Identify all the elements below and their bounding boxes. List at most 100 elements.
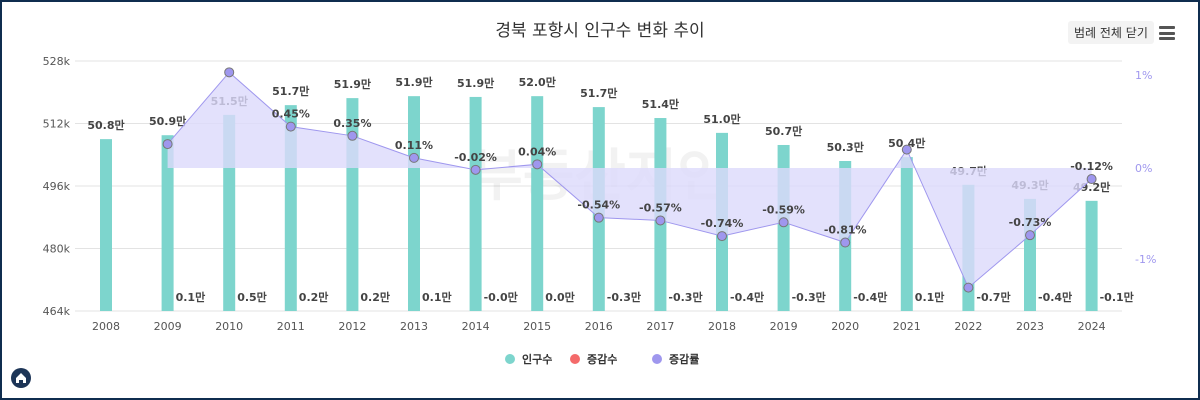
rate-point xyxy=(532,159,543,170)
rate-point xyxy=(655,215,666,226)
right-axis-tick: -1% xyxy=(1135,253,1156,266)
change-label: 0.5만 xyxy=(237,290,267,304)
population-label: 51.7만 xyxy=(272,84,309,98)
change-label: -0.4만 xyxy=(1038,290,1072,304)
population-bar xyxy=(531,96,544,311)
change-label: -0.3만 xyxy=(607,290,641,304)
change-label: -0.4만 xyxy=(730,290,764,304)
change-label: -0.3만 xyxy=(792,290,826,304)
change-label: 0.1만 xyxy=(422,290,452,304)
rate-label: 0.35% xyxy=(333,117,371,130)
hamburger-menu-icon[interactable] xyxy=(1159,26,1175,40)
population-bar xyxy=(900,157,913,311)
rate-label: 0.45% xyxy=(272,108,310,121)
change-label: -0.4만 xyxy=(853,290,887,304)
rate-point xyxy=(717,231,727,242)
rate-point xyxy=(285,121,296,132)
change-label: -0.0만 xyxy=(484,290,518,304)
change-label: 0.2만 xyxy=(360,290,390,304)
rate-line xyxy=(167,71,1092,289)
right-axis-tick: 0% xyxy=(1135,162,1152,175)
rate-point xyxy=(901,144,912,155)
rate-label: 0.11% xyxy=(395,139,433,152)
population-label: 51.7만 xyxy=(580,86,617,100)
left-axis-tick: 480k xyxy=(43,243,71,256)
population-label: 50.8만 xyxy=(87,118,124,132)
legend-item-2: 증감률 xyxy=(669,352,699,366)
chart-title: 경북 포항시 인구수 변화 추이 xyxy=(495,21,705,41)
left-axis-tick: 496k xyxy=(43,180,71,193)
rate-label: 0.04% xyxy=(518,145,556,158)
x-axis-tick: 2014 xyxy=(462,320,490,333)
rate-label: -0.02% xyxy=(454,151,497,164)
population-label: 51.9만 xyxy=(395,75,432,89)
x-axis-tick: 2013 xyxy=(400,320,428,333)
rate-label: -0.74% xyxy=(701,217,744,230)
x-axis-tick: 2008 xyxy=(92,320,120,333)
x-axis-tick: 2009 xyxy=(154,320,182,333)
population-bar xyxy=(161,135,174,311)
left-axis-tick: 512k xyxy=(43,118,71,131)
rate-label: -0.73% xyxy=(1009,216,1052,229)
x-axis-tick: 2010 xyxy=(215,320,243,333)
x-axis-tick: 2018 xyxy=(708,320,736,333)
rate-point xyxy=(1025,230,1035,241)
x-axis-tick: 2012 xyxy=(338,320,366,333)
legend-item-0: 인구수 xyxy=(522,352,552,366)
left-axis-tick: 464k xyxy=(43,305,71,318)
population-label: 50.3만 xyxy=(827,140,864,154)
change-label: -0.7만 xyxy=(976,290,1010,304)
rate-point xyxy=(1086,174,1097,185)
x-axis-tick: 2017 xyxy=(646,320,674,333)
right-axis-tick: 1% xyxy=(1135,69,1152,82)
population-bar xyxy=(469,96,482,311)
change-label: 0.0만 xyxy=(545,290,575,304)
population-bar xyxy=(100,139,112,311)
change-label: -0.3만 xyxy=(668,290,702,304)
population-label: 51.0만 xyxy=(703,112,740,126)
change-label: -0.1만 xyxy=(1100,290,1134,304)
change-label: 0.1만 xyxy=(176,290,206,304)
x-axis-tick: 2020 xyxy=(831,320,859,333)
rate-point xyxy=(162,139,173,150)
rate-label: -0.12% xyxy=(1070,160,1113,173)
population-bar xyxy=(346,98,359,311)
rate-point xyxy=(593,212,604,223)
population-label: 51.9만 xyxy=(334,77,371,91)
legend-marker xyxy=(570,354,580,364)
population-label: 50.4만 xyxy=(888,136,925,150)
rate-label: -0.59% xyxy=(762,203,805,216)
rate-point xyxy=(224,67,235,78)
change-label: 0.1만 xyxy=(915,290,945,304)
population-label: 51.9만 xyxy=(457,76,494,90)
rate-point xyxy=(409,152,419,163)
rate-point xyxy=(840,237,851,248)
rate-point xyxy=(778,217,789,228)
x-axis-tick: 2016 xyxy=(585,320,613,333)
x-axis-tick: 2023 xyxy=(1016,320,1044,333)
legend-toggle-button[interactable]: 범례 전체 닫기 xyxy=(1068,21,1154,44)
rate-area xyxy=(167,72,1092,288)
legend-marker xyxy=(652,354,662,364)
rate-point xyxy=(470,164,481,175)
population-bar xyxy=(1085,200,1098,311)
population-label: 50.9만 xyxy=(149,114,186,128)
population-bar xyxy=(408,96,420,311)
population-label: 51.4만 xyxy=(642,97,679,111)
x-axis-tick: 2015 xyxy=(523,320,551,333)
x-axis-tick: 2021 xyxy=(893,320,921,333)
rate-label: -0.57% xyxy=(639,201,682,214)
rate-point xyxy=(963,282,974,293)
rate-label: -0.81% xyxy=(824,224,867,237)
population-label: 52.0만 xyxy=(519,75,556,89)
change-label: 0.2만 xyxy=(299,290,329,304)
population-label: 50.7만 xyxy=(765,124,802,138)
home-icon[interactable] xyxy=(11,368,31,388)
x-axis-tick: 2024 xyxy=(1078,320,1106,333)
legend-marker xyxy=(505,354,515,364)
x-axis-tick: 2019 xyxy=(770,320,798,333)
x-axis-tick: 2022 xyxy=(954,320,982,333)
left-axis-tick: 528k xyxy=(43,55,71,68)
rate-label: -0.54% xyxy=(577,199,620,212)
